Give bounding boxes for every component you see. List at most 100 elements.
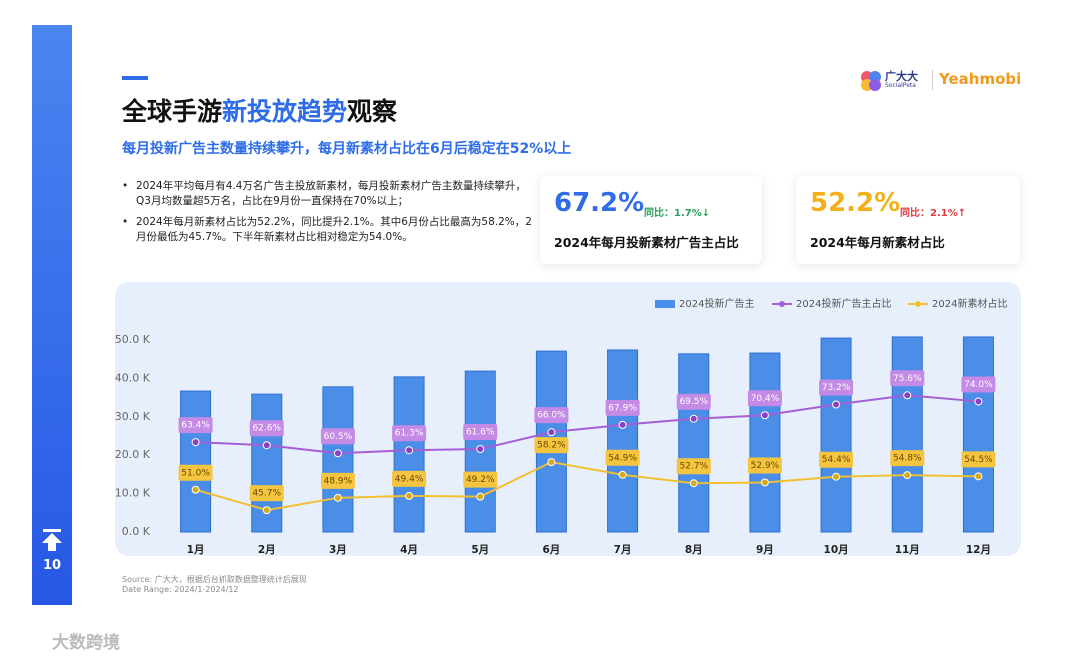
x-tick-label: 9月 (756, 544, 774, 556)
title-part: 全球手游 (122, 97, 223, 126)
bar (749, 352, 781, 533)
y-tick-label: 0.0 K (122, 525, 151, 538)
y-tick-label: 10.0 K (115, 487, 151, 500)
kpi-card: 52.2% 同比：2.1%↑ 2024年每月新素材占比 (796, 176, 1020, 264)
label-box (605, 399, 640, 416)
bar (322, 386, 354, 533)
data-label: 61.6% (466, 428, 495, 438)
data-label: 51.0% (181, 468, 210, 478)
x-tick-label: 7月 (614, 544, 632, 556)
kpi-value: 52.2% (810, 188, 901, 218)
data-label: 54.9% (608, 453, 637, 463)
label-box (534, 407, 569, 424)
title-part: 观察 (347, 97, 398, 126)
label-box (534, 437, 569, 454)
kpi-change: 同比：1.7%↓ (644, 208, 711, 219)
sidebar (32, 25, 72, 605)
label-box (320, 428, 355, 445)
x-tick-label: 1月 (187, 544, 205, 556)
label-box (747, 390, 782, 407)
label-box (890, 450, 925, 467)
point (903, 391, 912, 400)
title: 全球手游新投放趋势观察 (122, 92, 397, 128)
bullet: 2024年平均每月有4.4万名广告主投放新素材，每月投新素材广告主数量持续攀升，… (122, 179, 536, 209)
data-label: 52.9% (751, 461, 780, 471)
label-box (819, 451, 854, 468)
data-label: 49.4% (395, 474, 424, 484)
logo-divider (932, 70, 933, 90)
x-tick-label: 11月 (895, 544, 920, 556)
subtitle: 每月投新广告主数量持续攀升，每月新素材占比在6月后稳定在52%以上 (122, 141, 572, 157)
logo-sub: SocialPeta (885, 82, 916, 89)
legend-swatch (655, 300, 675, 308)
label-box (961, 451, 996, 468)
logo-brand: 广大大 (885, 70, 918, 83)
point (191, 485, 200, 494)
label-box (961, 376, 996, 393)
data-label: 70.4% (751, 394, 780, 404)
data-label: 48.9% (324, 476, 353, 486)
y-tick-label: 50.0 K (115, 333, 151, 346)
label-box (676, 393, 711, 410)
data-label: 54.8% (893, 454, 922, 464)
x-tick-label: 4月 (400, 544, 418, 556)
point (405, 446, 414, 455)
bar (607, 349, 639, 533)
bar (891, 336, 923, 533)
data-label: 54.5% (964, 455, 993, 465)
data-label: 67.9% (608, 403, 637, 413)
label-box (249, 420, 284, 437)
label-box (463, 424, 498, 441)
title-accent (122, 76, 148, 80)
logo: 广大大 SocialPeta Yeahmobi (860, 68, 1030, 94)
point (832, 472, 841, 481)
point (618, 470, 627, 479)
point (405, 491, 414, 500)
point (333, 449, 342, 458)
data-label: 62.6% (252, 424, 281, 434)
point (618, 420, 627, 429)
x-tick-label: 12月 (966, 544, 991, 556)
bar (820, 337, 852, 533)
data-label: 54.4% (822, 455, 851, 465)
kpi-label: 2024年每月投新素材广告主占比 (554, 235, 739, 250)
kpi-label: 2024年每月新素材占比 (810, 235, 945, 250)
data-label: 52.7% (679, 462, 708, 472)
label-box (392, 425, 427, 442)
logo-icon (861, 71, 881, 91)
bullet: 2024年每月新素材占比为52.2%，同比提升2.1%。其中6月份占比最高为58… (122, 215, 536, 245)
legend-swatch (779, 301, 785, 307)
point (974, 397, 983, 406)
point (760, 478, 769, 487)
x-tick-label: 10月 (824, 544, 849, 556)
kpi-value: 67.2% (554, 188, 645, 218)
label-box (320, 472, 355, 489)
legend-label: 2024投新广告主占比 (796, 297, 891, 310)
point (476, 492, 485, 501)
bar (962, 336, 994, 533)
x-tick-label: 6月 (543, 544, 561, 556)
legend-label: 2024投新广告主 (679, 297, 754, 310)
label-box (249, 485, 284, 502)
y-tick-label: 30.0 K (115, 410, 151, 423)
point (760, 411, 769, 420)
point (262, 441, 271, 450)
x-tick-label: 2月 (258, 544, 276, 556)
label-box (890, 370, 925, 387)
top-icon (42, 529, 62, 551)
data-label: 45.7% (252, 489, 281, 499)
point (547, 428, 556, 437)
data-label: 63.4% (181, 421, 210, 431)
date-range: Date Range: 2024/1-2024/12 (122, 585, 239, 594)
page-number: 10 (42, 558, 62, 573)
data-label: 60.5% (324, 432, 353, 442)
data-label: 61.3% (395, 429, 424, 439)
data-label: 74.0% (964, 380, 993, 390)
label-box (676, 458, 711, 475)
kpi-change: 同比：2.1%↑ (900, 208, 967, 219)
data-label: 66.0% (537, 411, 566, 421)
y-tick-label: 20.0 K (115, 448, 151, 461)
watermark: 大数跨境 (52, 633, 120, 653)
